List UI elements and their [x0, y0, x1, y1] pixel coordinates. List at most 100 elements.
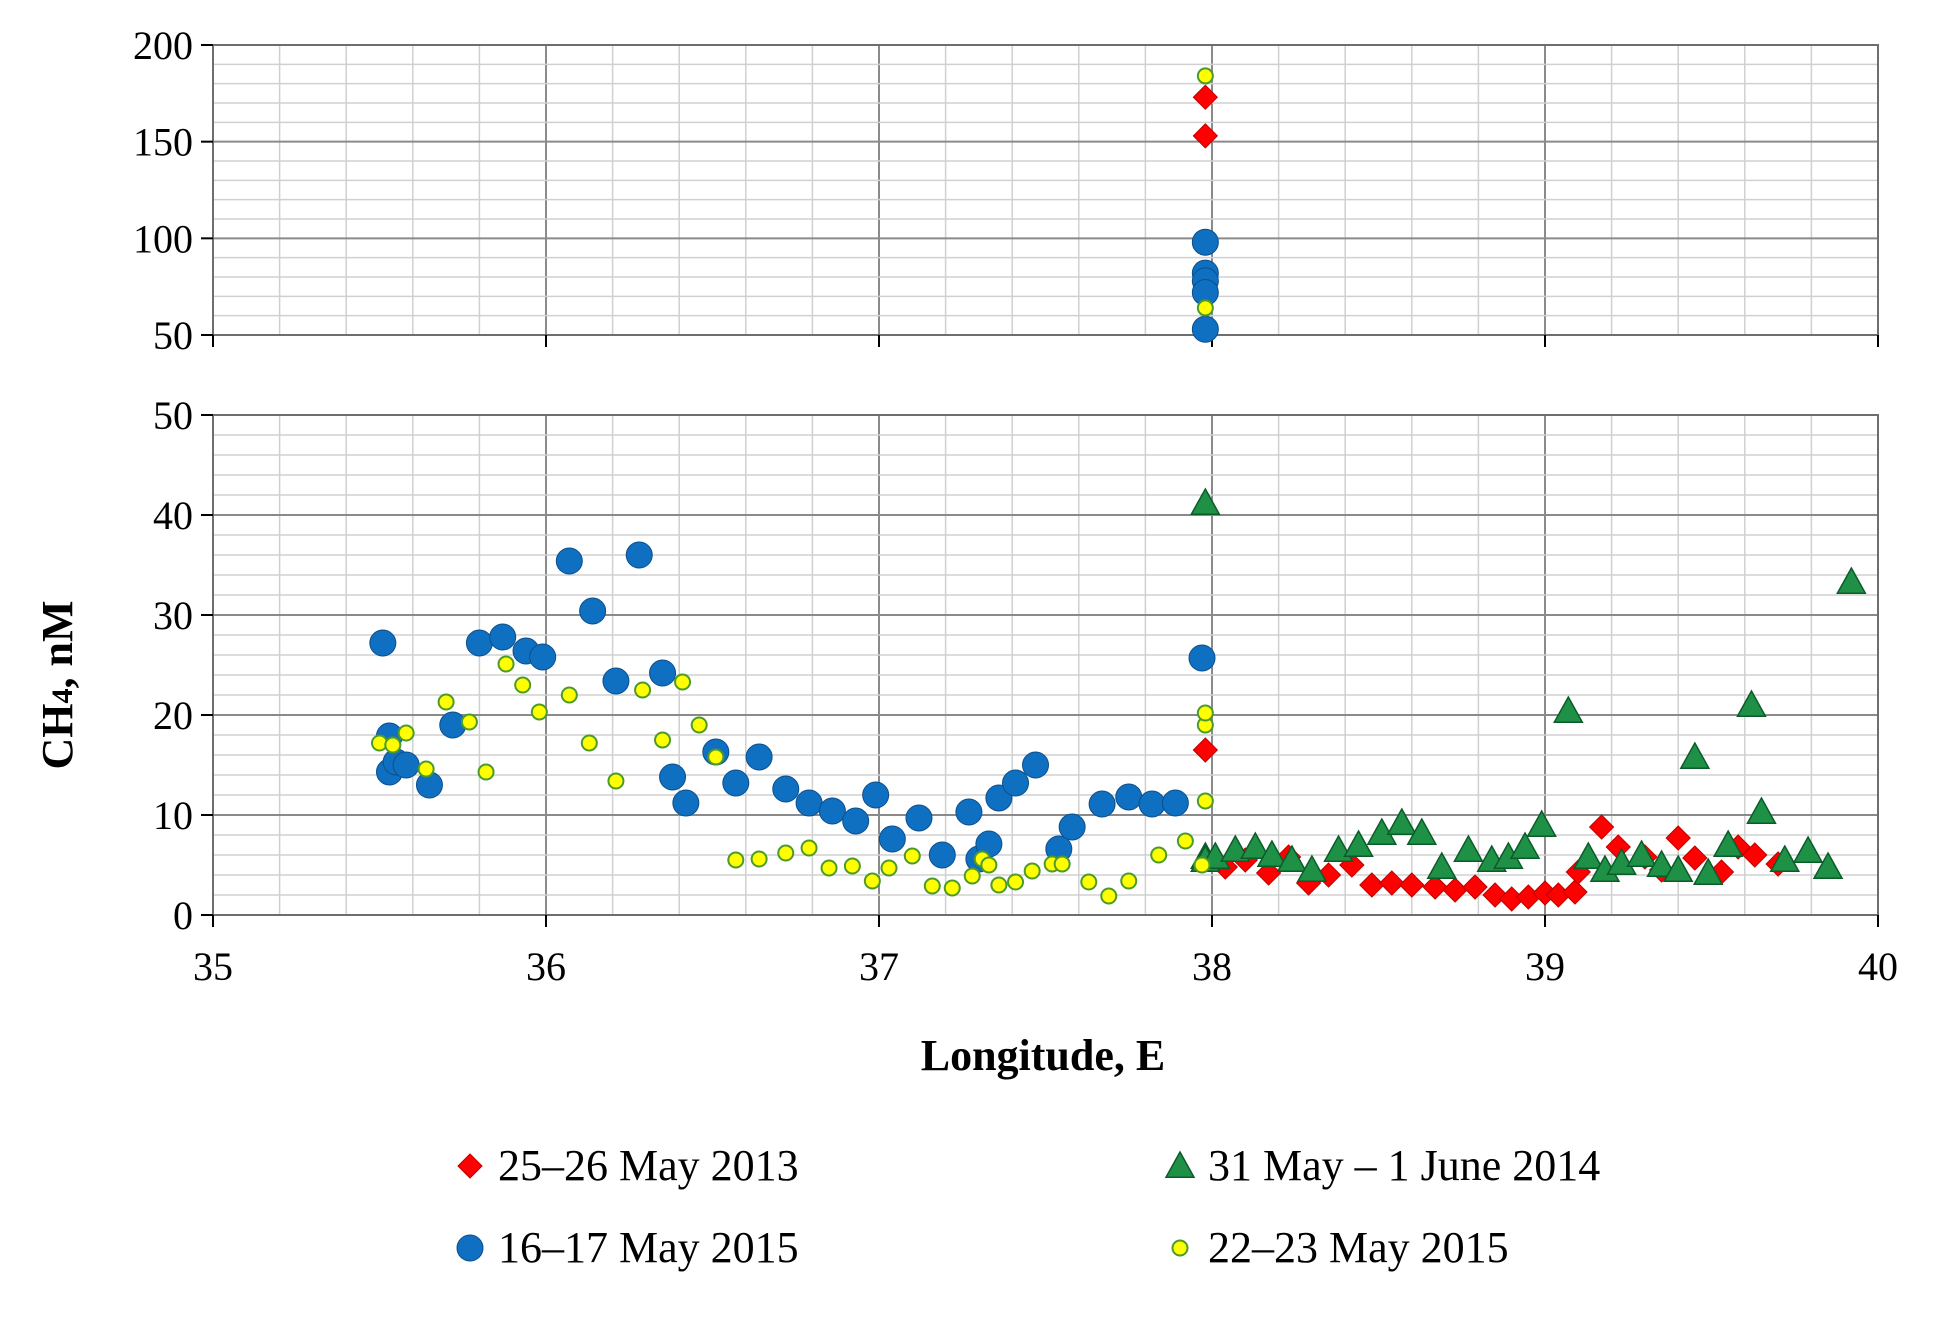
data-point-series-2 [1240, 831, 1271, 859]
y-tick-label: 100 [133, 216, 193, 261]
data-point-series-3 [1022, 751, 1050, 779]
data-point-series-4 [1007, 873, 1025, 891]
plot-frame-upper [212, 44, 1879, 336]
data-point-series-2 [1296, 854, 1328, 882]
legend-item: 16–17 May 2015 [456, 1223, 799, 1272]
y-tick-label: 200 [133, 23, 193, 68]
data-point-series-2 [1453, 834, 1484, 862]
x-axis-title: Longitude, E [921, 1031, 1166, 1080]
data-point-series-3 [928, 841, 956, 869]
data-point-series-3 [392, 751, 420, 779]
data-point-series-4 [384, 736, 402, 754]
data-point-series-3 [602, 667, 630, 695]
data-point-series-3 [369, 629, 397, 657]
data-point-series-4 [1023, 862, 1041, 880]
legend-label: 22–23 May 2015 [1208, 1223, 1509, 1272]
data-points [369, 67, 1867, 912]
data-point-series-3 [722, 769, 750, 797]
data-point-series-4 [777, 844, 795, 862]
data-point-series-4 [750, 850, 768, 868]
data-point-series-3 [1138, 790, 1166, 818]
data-point-series-4 [707, 748, 725, 766]
data-point-series-4 [1193, 856, 1211, 874]
data-point-series-4 [843, 857, 861, 875]
x-tick-label: 38 [1192, 944, 1232, 989]
data-point-series-4 [1120, 872, 1138, 890]
data-point-series-2 [1746, 796, 1777, 824]
x-tick-label: 40 [1858, 944, 1898, 989]
legend-marker [1164, 1150, 1196, 1178]
gridlines [212, 44, 1879, 916]
y-tick-label: 50 [153, 393, 193, 438]
x-tick-label: 36 [526, 944, 566, 989]
y-tick-label: 30 [153, 593, 193, 638]
data-point-series-2 [1646, 849, 1677, 877]
data-point-series-3 [649, 659, 677, 687]
y-tick-label: 150 [133, 120, 193, 165]
data-point-series-4 [690, 716, 708, 734]
data-point-series-3 [555, 547, 583, 575]
data-point-series-3 [672, 789, 700, 817]
data-point-series-1 [1192, 123, 1219, 149]
data-point-series-3 [818, 797, 846, 825]
legend-label: 31 May – 1 June 2014 [1208, 1141, 1600, 1190]
data-point-series-2 [1692, 857, 1724, 885]
data-point-series-3 [625, 541, 653, 569]
y-tick-label: 0 [173, 893, 193, 938]
data-point-series-1 [1192, 84, 1219, 110]
data-point-series-1 [1682, 845, 1708, 871]
data-point-series-4 [1176, 832, 1194, 850]
data-point-series-2 [1792, 835, 1824, 863]
data-point-series-1 [1399, 872, 1425, 898]
data-point-series-1 [1462, 874, 1488, 900]
data-point-series-2 [1256, 839, 1288, 867]
data-point-series-2 [1343, 829, 1374, 857]
data-point-series-3 [1115, 783, 1143, 811]
data-point-series-3 [905, 804, 933, 832]
data-point-series-3 [659, 763, 687, 791]
data-point-series-4 [880, 859, 898, 877]
data-point-series-1 [1442, 877, 1468, 903]
legend-label: 16–17 May 2015 [498, 1223, 799, 1272]
data-point-series-3 [795, 789, 823, 817]
data-point-series-4 [1053, 855, 1071, 873]
data-point-series-3 [745, 743, 773, 771]
data-point-series-4 [727, 851, 745, 869]
tick-labels: 50 100 150 200 0 10 20 30 40 50 35 36 37 38 39 40 [133, 23, 1898, 989]
legend-marker [1171, 1239, 1189, 1257]
data-point-series-2 [1406, 817, 1438, 845]
data-point-series-4 [580, 734, 598, 752]
data-point-series-2 [1190, 487, 1221, 515]
data-point-series-4 [943, 879, 961, 897]
x-tick-label: 35 [193, 944, 233, 989]
data-point-series-4 [1196, 67, 1214, 85]
data-point-series-1 [1742, 842, 1768, 868]
data-point-series-4 [397, 724, 415, 742]
legend-item: 31 May – 1 June 2014 [1164, 1141, 1600, 1190]
data-point-series-1 [1422, 874, 1448, 900]
data-point-series-4 [1150, 846, 1168, 864]
data-point-series-3 [1161, 789, 1189, 817]
data-point-series-1 [1379, 870, 1405, 896]
data-point-series-4 [514, 676, 532, 694]
data-point-series-4 [460, 713, 478, 731]
data-point-series-1 [1359, 872, 1385, 898]
data-point-series-4 [1100, 887, 1118, 905]
data-point-series-2 [1769, 844, 1801, 872]
data-point-series-4 [634, 681, 652, 699]
data-point-series-1 [1588, 814, 1615, 840]
legend-marker [457, 1153, 483, 1179]
data-point-series-3 [772, 775, 800, 803]
data-point-series-2 [1736, 689, 1767, 717]
data-point-series-2 [1712, 829, 1744, 857]
data-point-series-3 [842, 807, 870, 835]
data-point-series-1 [1192, 737, 1219, 763]
y-tick-label: 20 [153, 693, 193, 738]
data-point-series-2 [1553, 695, 1584, 723]
data-point-series-3 [862, 781, 890, 809]
legend-item: 25–26 May 2013 [457, 1141, 799, 1190]
data-point-series-4 [607, 772, 625, 790]
data-point-series-4 [863, 872, 881, 890]
